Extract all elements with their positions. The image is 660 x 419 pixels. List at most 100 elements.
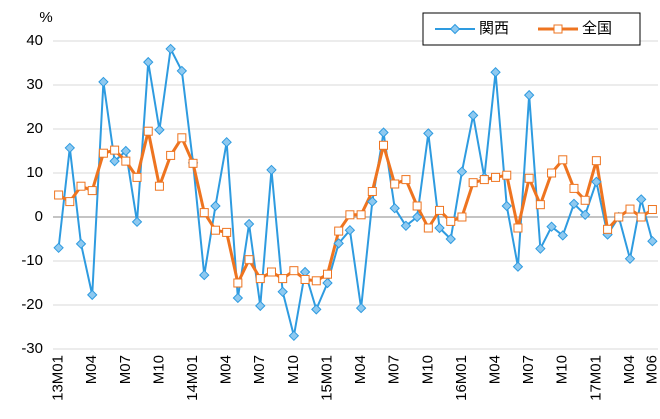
point xyxy=(311,304,322,315)
point xyxy=(456,166,468,177)
x-tick-label: M07 xyxy=(117,355,134,384)
x-tick-label: 17M01 xyxy=(587,355,604,401)
x-tick-label: M07 xyxy=(386,355,403,384)
point xyxy=(580,195,590,205)
point xyxy=(502,170,512,180)
point xyxy=(131,216,143,228)
point xyxy=(389,202,400,214)
point xyxy=(121,156,131,166)
x-tick-label: M04 xyxy=(218,355,235,384)
point xyxy=(98,148,108,158)
point xyxy=(154,124,165,136)
point xyxy=(188,158,198,168)
series-line xyxy=(57,47,654,337)
point xyxy=(467,110,479,121)
point xyxy=(356,210,366,220)
point xyxy=(423,128,434,139)
point xyxy=(614,212,624,222)
point xyxy=(120,145,132,157)
point xyxy=(423,223,433,233)
point xyxy=(64,142,76,154)
point xyxy=(647,235,658,247)
point xyxy=(300,274,310,284)
point xyxy=(512,261,524,272)
point xyxy=(557,230,568,241)
x-tick-label: M04 xyxy=(83,355,100,384)
x-tick-label: M10 xyxy=(419,355,436,384)
point xyxy=(535,200,545,210)
x-tick-label: 14M01 xyxy=(184,355,201,401)
y-tick-label: -20 xyxy=(21,296,43,313)
point xyxy=(490,67,501,78)
point xyxy=(569,183,579,193)
point xyxy=(210,200,221,212)
y-tick-label: -30 xyxy=(21,340,43,357)
point xyxy=(579,209,591,221)
legend-label: 関西 xyxy=(479,20,509,37)
point xyxy=(177,133,187,143)
point xyxy=(345,210,355,220)
point xyxy=(76,181,86,191)
point xyxy=(244,255,254,265)
point xyxy=(524,173,534,183)
point xyxy=(445,233,456,245)
legend-marker xyxy=(449,23,461,35)
point xyxy=(176,65,188,77)
point xyxy=(591,156,601,166)
x-tick-label: M07 xyxy=(520,355,537,384)
point xyxy=(591,176,602,188)
point xyxy=(636,212,646,222)
point xyxy=(266,267,276,277)
point xyxy=(165,43,176,55)
point xyxy=(334,226,344,236)
point xyxy=(255,274,265,284)
point xyxy=(501,200,512,212)
point xyxy=(75,238,87,250)
point xyxy=(322,277,333,289)
point xyxy=(546,221,557,232)
point xyxy=(87,186,97,196)
point xyxy=(435,205,445,215)
x-tick-label: M07 xyxy=(251,355,268,384)
point xyxy=(288,330,300,342)
point xyxy=(647,205,657,215)
point xyxy=(468,178,478,188)
x-tick-label: M04 xyxy=(621,355,638,384)
point xyxy=(513,223,523,233)
point xyxy=(568,198,580,210)
point xyxy=(311,276,321,286)
point xyxy=(367,196,378,207)
x-tick-label: 13M01 xyxy=(50,355,67,401)
x-tick-label: 16M01 xyxy=(453,355,470,401)
point xyxy=(635,194,647,205)
series-line xyxy=(57,129,654,285)
point xyxy=(65,197,75,207)
point xyxy=(535,243,546,254)
point xyxy=(390,179,400,189)
legend-marker xyxy=(553,24,563,34)
point xyxy=(547,168,557,178)
y-tick-label: -10 xyxy=(21,252,43,269)
point xyxy=(277,286,288,298)
point xyxy=(378,127,389,138)
point xyxy=(222,227,232,237)
point xyxy=(154,181,164,191)
point xyxy=(479,175,489,185)
x-tick-label: M04 xyxy=(352,355,369,384)
point xyxy=(355,302,367,314)
point xyxy=(367,186,377,196)
point xyxy=(98,76,109,88)
point xyxy=(166,150,176,160)
point xyxy=(255,300,266,312)
point xyxy=(401,175,411,185)
y-tick-label: 0 xyxy=(35,208,43,225)
legend-label: 全国 xyxy=(582,19,612,37)
y-tick-label: 20 xyxy=(26,120,43,137)
point xyxy=(54,190,64,200)
point xyxy=(143,126,153,136)
point xyxy=(434,222,445,234)
point xyxy=(400,220,412,232)
point xyxy=(333,238,344,249)
point xyxy=(232,292,244,304)
